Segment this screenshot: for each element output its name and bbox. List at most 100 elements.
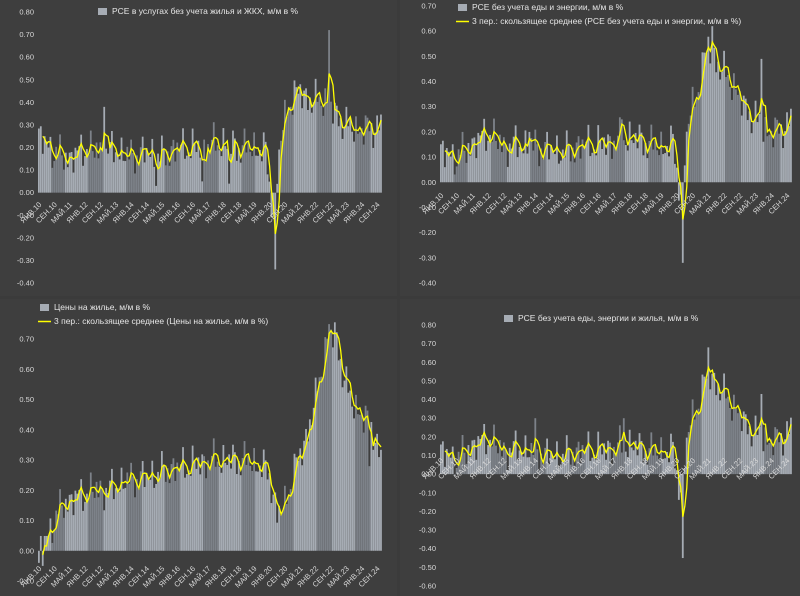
bar [723, 373, 725, 475]
bar [201, 454, 204, 551]
bar [89, 472, 92, 551]
bar [776, 429, 779, 475]
bar [368, 131, 371, 193]
bar [159, 161, 161, 193]
bar [360, 128, 363, 193]
bar [646, 158, 649, 183]
bar [681, 182, 684, 263]
bar [463, 452, 466, 475]
bar [122, 160, 125, 193]
bar [528, 131, 531, 183]
bar [766, 444, 769, 475]
bar [697, 92, 700, 183]
y-tick-label: 0.50 [19, 395, 34, 404]
y-tick-label: -0.30 [419, 253, 436, 262]
bar [199, 474, 202, 551]
bar [78, 490, 81, 551]
bar [691, 399, 694, 475]
bar [620, 452, 623, 475]
moving-average-line [42, 329, 382, 556]
bar [632, 450, 635, 475]
bar [149, 479, 152, 551]
bar [613, 446, 615, 475]
bar [287, 107, 290, 193]
bar [374, 132, 377, 193]
bar [587, 124, 590, 183]
bar [642, 155, 645, 183]
bar [328, 30, 330, 193]
bar [314, 78, 317, 193]
bar [109, 480, 111, 551]
moving-average-line [42, 73, 382, 234]
bar [540, 148, 543, 183]
bar [187, 152, 190, 193]
bar [107, 493, 109, 551]
bar [748, 426, 751, 475]
bar [721, 393, 724, 475]
bar [282, 130, 284, 193]
bar [652, 455, 655, 475]
chart-svg: -0.100.000.100.200.300.400.500.600.70ЯНВ… [17, 302, 382, 590]
y-tick-label: 0.50 [421, 376, 436, 385]
bar [498, 440, 501, 475]
bar [149, 156, 152, 193]
bar [445, 148, 448, 183]
bar [526, 153, 529, 183]
bar [715, 395, 718, 475]
bar [524, 130, 527, 183]
bar [59, 134, 61, 193]
bar [341, 387, 344, 551]
bar [740, 115, 743, 183]
bar [481, 130, 484, 183]
bar [772, 147, 775, 183]
y-tick-label: 0.80 [19, 8, 34, 17]
chart-svg: -0.40 -0.30 -0.20 -0.10 0.00 0.10 0.20 0.30 0.40… [419, 2, 792, 288]
bar [247, 455, 250, 551]
bar [234, 138, 236, 193]
bar [565, 130, 568, 183]
bar [287, 495, 290, 551]
y-tick-label: 0.10 [19, 166, 34, 175]
bar [43, 136, 46, 193]
bar [82, 165, 84, 193]
bar [305, 88, 307, 193]
bar [232, 130, 234, 193]
bar [39, 126, 42, 193]
bar [518, 450, 521, 475]
bar [301, 108, 304, 193]
bar [99, 480, 102, 551]
bar [778, 133, 781, 183]
bar [308, 419, 311, 551]
bar [257, 471, 259, 551]
y-tick-label: -0.50 [419, 563, 436, 572]
bar [618, 117, 621, 183]
bar [762, 141, 765, 183]
bar [471, 138, 474, 183]
bar [563, 460, 566, 475]
bar [232, 444, 234, 551]
bar [754, 415, 757, 475]
y-tick-label: 0.50 [19, 75, 34, 84]
bar [38, 128, 40, 193]
bar [603, 443, 606, 475]
bar [178, 468, 181, 551]
bar [469, 456, 472, 475]
bar [611, 158, 613, 183]
bar [353, 141, 355, 193]
bar [786, 112, 788, 183]
bar [593, 149, 596, 183]
bar [672, 441, 674, 475]
bar [760, 393, 763, 475]
y-tick-label: 0.20 [19, 143, 34, 152]
bar [707, 347, 710, 475]
bar [214, 150, 217, 193]
bar [750, 133, 753, 183]
bar [72, 172, 75, 193]
bar [264, 141, 267, 193]
bar [174, 161, 177, 193]
bar [257, 155, 259, 193]
y-tick-label: 0.60 [421, 27, 436, 36]
bar [370, 123, 373, 193]
bar [162, 149, 165, 193]
bar [654, 445, 657, 475]
